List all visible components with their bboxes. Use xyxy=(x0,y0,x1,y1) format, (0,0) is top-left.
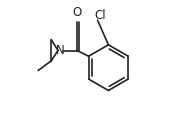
Text: Cl: Cl xyxy=(94,9,106,22)
Text: O: O xyxy=(72,6,82,19)
Text: N: N xyxy=(56,44,65,57)
